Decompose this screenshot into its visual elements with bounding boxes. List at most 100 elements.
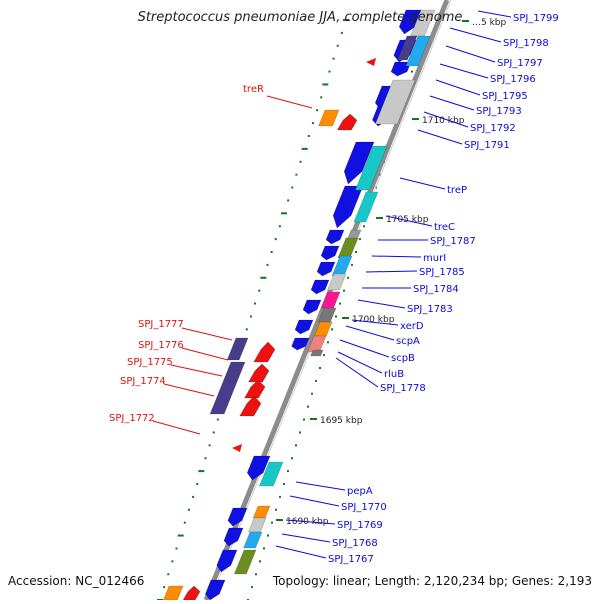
leader-line (345, 325, 395, 341)
kbp-label: 1695 kbp (320, 416, 363, 426)
right-gene-label: SPJ_1793 (476, 106, 522, 117)
right-gene-label: rluB (384, 369, 404, 380)
leader-line (275, 545, 327, 559)
reverse-gene-arrow (253, 341, 276, 363)
leader-line (417, 129, 463, 145)
leader-line (439, 63, 489, 79)
leader-line (477, 10, 512, 18)
left-gene-label: SPJ_1776 (138, 340, 184, 351)
reverse-gene-arrow (239, 395, 262, 417)
gene-feature-block (226, 337, 249, 361)
right-gene-label: SPJ_1768 (332, 538, 378, 549)
gene-feature-block (354, 145, 388, 191)
leader-line (337, 351, 383, 374)
gene-features (162, 9, 436, 601)
leader-line (357, 299, 406, 309)
left-gene-label: SPJ_1772 (109, 413, 155, 424)
gene-feature-block (310, 349, 324, 357)
leader-line (339, 339, 390, 358)
reverse-gene-arrow (248, 363, 270, 383)
leader-line (163, 383, 215, 397)
right-gene-label: treC (434, 222, 455, 233)
leader-line (385, 215, 433, 227)
left-gene-label: SPJ_1774 (120, 376, 166, 387)
gene-feature-block (337, 237, 359, 259)
leader-line (266, 95, 313, 109)
leader-line (285, 519, 336, 525)
leader-line (449, 27, 502, 43)
reverse-gene-arrow (336, 113, 358, 131)
gene-feature-block (327, 273, 347, 291)
forward-gene-arrow (216, 549, 238, 573)
forward-gene-arrow (294, 319, 314, 335)
leader-line (289, 495, 340, 507)
right-gene-label: SPJ_1783 (407, 304, 453, 315)
gene-feature-block (353, 191, 379, 223)
gene-feature-block (374, 79, 416, 125)
left-gene-labels: treR SPJ_1777 SPJ_1776 SPJ_1775 SPJ_1774 SPJ_… (109, 84, 313, 435)
leader-line (445, 45, 496, 63)
genome-summary-text: Topology: linear; Length: 2,120,234 bp; … (272, 574, 592, 588)
right-gene-labels: SPJ_1799 SPJ_1798 SPJ_1797 SPJ_1796 SPJ_1795… (275, 10, 559, 565)
reverse-gene-arrow (244, 379, 266, 399)
right-gene-label: murI (423, 253, 446, 264)
reverse-gene-arrow (182, 585, 201, 601)
left-gene-label: SPJ_1775 (127, 357, 173, 368)
gene-feature-block (396, 35, 418, 61)
leader-line (399, 177, 446, 190)
leader-line (365, 270, 418, 273)
kbp-label: 1710 kbp (422, 116, 465, 126)
gene-feature-block (247, 517, 267, 533)
leader-line (371, 255, 422, 258)
forward-gene-arrow (205, 579, 226, 601)
left-gene-label: treR (243, 84, 264, 95)
forward-gene-arrow (398, 9, 423, 35)
right-gene-label: SPJ_1769 (337, 520, 383, 531)
forward-gene-arrow (227, 507, 248, 527)
leader-line (170, 364, 223, 377)
right-gene-label: treP (447, 185, 467, 196)
right-gene-label: SPJ_1798 (503, 38, 549, 49)
accession-text: Accession: NC_012466 (8, 574, 145, 588)
leader-line (435, 79, 481, 96)
origin-marker (232, 444, 242, 452)
right-gene-label: SPJ_1770 (341, 502, 387, 513)
right-gene-label: pepA (347, 486, 373, 497)
gene-feature-block (162, 585, 184, 601)
leader-line (351, 319, 399, 326)
leader-line (281, 533, 331, 543)
map-title: Streptococcus pneumoniae JJA, complete g… (137, 10, 463, 25)
right-gene-label: SPJ_1792 (470, 123, 516, 134)
forward-gene-arrow (310, 279, 330, 295)
right-gene-label: SPJ_1784 (413, 284, 459, 295)
right-gene-label: SPJ_1796 (490, 74, 536, 85)
leader-line (152, 420, 201, 435)
leader-line (181, 327, 233, 341)
kbp-label: 1705 kbp (386, 215, 429, 225)
right-gene-label: SPJ_1785 (419, 267, 465, 278)
leader-line (423, 111, 469, 128)
gene-feature-block (209, 361, 246, 415)
gene-feature-block (405, 35, 431, 67)
gene-feature-block (258, 461, 284, 487)
forward-gene-arrow (302, 299, 322, 315)
gene-feature-block (233, 549, 257, 575)
right-gene-label: SPJ_1797 (497, 58, 543, 69)
gene-feature-block (313, 321, 333, 337)
right-gene-label: SPJ_1791 (464, 140, 510, 151)
leader-line (335, 357, 379, 388)
origin-marker (366, 58, 376, 66)
forward-gene-arrow (320, 245, 340, 261)
kbp-label: 1700 kbp (352, 315, 395, 325)
right-gene-label: scpA (396, 336, 420, 347)
right-gene-label: SPJ_1799 (513, 13, 559, 24)
right-gene-label: SPJ_1787 (430, 236, 476, 247)
right-gene-label: SPJ_1795 (482, 91, 528, 102)
forward-gene-arrow (246, 455, 271, 481)
right-gene-label: SPJ_1767 (328, 554, 374, 565)
leader-line (295, 481, 346, 491)
right-gene-label: scpB (391, 353, 415, 364)
kbp-label: …5 kbp (472, 18, 507, 28)
